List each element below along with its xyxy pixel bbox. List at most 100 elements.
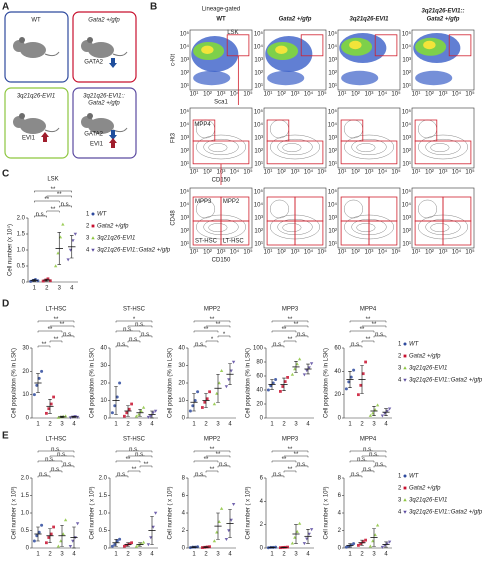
error-bar — [360, 539, 364, 546]
density-blob — [201, 45, 214, 54]
data-point — [344, 387, 348, 391]
chart-title: LT-HSC — [46, 437, 68, 443]
flow-x-tick-label: 10³ — [217, 250, 226, 256]
significance-bracket — [37, 460, 63, 463]
significance-bracket — [193, 460, 219, 463]
chart-title: MPP2 — [204, 437, 221, 443]
significance-bracket — [205, 455, 231, 458]
flow-x-tick-label: 10¹ — [412, 92, 421, 98]
data-point — [32, 393, 36, 397]
data-point — [61, 532, 65, 536]
significance-bracket — [34, 190, 72, 193]
y-tick-label: 1.5 — [17, 232, 26, 238]
flow-y-tick-label: 10¹ — [254, 242, 263, 248]
flow-x-tick-label: 10⁵ — [465, 91, 475, 98]
legend-number: 2 — [398, 354, 402, 360]
data-point — [134, 544, 139, 548]
y-tick-label: 8 — [338, 476, 342, 482]
flow-x-tick-label: 10⁵ — [317, 169, 327, 176]
genotype-label: 3q21q26-EVI1:: — [83, 94, 125, 100]
x-tick-label: 4 — [72, 552, 76, 558]
x-tick-label: 2 — [126, 422, 130, 428]
flow-y-axis-label: Flt3 — [171, 132, 177, 143]
significance-label: n.s. — [195, 342, 205, 348]
error-bar — [384, 408, 388, 416]
data-point — [309, 362, 314, 366]
data-point — [269, 384, 273, 388]
protein-arrow — [109, 130, 117, 140]
y-tick-label: 40 — [178, 346, 185, 352]
significance-bracket — [349, 345, 363, 348]
x-tick-label: 4 — [228, 422, 232, 428]
data-point — [130, 402, 133, 406]
data-point — [201, 546, 204, 549]
flow-x-tick-label: 10¹ — [190, 170, 199, 176]
x-tick-label: 1 — [114, 552, 118, 558]
significance-label: n.s. — [375, 332, 385, 338]
data-point — [52, 395, 55, 399]
error-bar — [384, 541, 388, 548]
data-point — [373, 408, 377, 412]
data-point — [229, 369, 233, 373]
significance-label: ** — [132, 467, 137, 473]
significance-bracket — [61, 465, 75, 468]
data-point — [271, 381, 275, 385]
flow-y-tick-label: 10⁴ — [328, 122, 338, 129]
data-point — [279, 390, 282, 393]
data-point — [188, 409, 192, 413]
flow-y-tick-label: 10¹ — [254, 84, 263, 90]
x-tick-label: 3 — [60, 552, 64, 558]
flow-y-tick-label: 10³ — [180, 58, 189, 64]
data-point — [231, 360, 236, 364]
flow-x-tick-label: 10² — [425, 170, 434, 176]
data-point — [45, 411, 48, 415]
error-bar — [60, 524, 64, 547]
data-point — [385, 409, 389, 413]
flow-x-tick-label: 10³ — [365, 92, 374, 98]
data-point — [52, 525, 55, 529]
data-point — [385, 542, 389, 546]
data-point — [371, 539, 375, 543]
flow-y-tick-label: 10² — [402, 71, 411, 77]
data-point — [153, 511, 158, 515]
flow-x-tick-label: 10³ — [365, 170, 374, 176]
data-point — [344, 545, 348, 549]
y-tick-label: 10 — [178, 398, 185, 404]
flow-y-tick-label: 10³ — [180, 216, 189, 222]
y-tick-label: 2 — [338, 528, 342, 534]
significance-label: n.s. — [57, 452, 67, 458]
data-point — [387, 407, 392, 411]
chart-title: MPP4 — [360, 307, 377, 313]
significance-label: n.s. — [141, 332, 151, 338]
flow-plot-frame — [263, 107, 327, 169]
legend-marker — [91, 224, 95, 228]
data-point — [56, 544, 61, 548]
flow-x-tick-label: 10⁴ — [304, 91, 314, 98]
error-bar — [72, 526, 76, 549]
x-tick-label: 2 — [360, 422, 364, 428]
flow-y-tick-label: 10⁴ — [328, 202, 338, 209]
significance-label: n.s. — [369, 452, 379, 458]
data-point — [219, 368, 224, 372]
data-point — [134, 414, 139, 418]
y-tick-label: 10 — [22, 392, 29, 398]
chart-title: MPP3 — [282, 437, 299, 443]
significance-label: ** — [204, 327, 209, 333]
gate — [368, 220, 398, 246]
error-bar — [192, 546, 196, 548]
data-point — [375, 403, 380, 407]
data-point — [32, 539, 36, 543]
significance-bracket — [46, 210, 60, 213]
flow-x-tick-label: 10² — [425, 250, 434, 256]
x-tick-label: 4 — [384, 552, 388, 558]
data-point — [46, 277, 50, 281]
flow-x-tick-label: 10⁴ — [230, 169, 240, 176]
legend-number: 2 — [398, 486, 402, 492]
gate-label: MPP4 — [194, 122, 211, 128]
flow-y-tick-label: 10³ — [328, 58, 337, 64]
data-point — [139, 409, 143, 413]
significance-bracket — [295, 465, 309, 468]
y-tick-label: 0 — [26, 546, 30, 552]
data-point — [309, 528, 314, 532]
